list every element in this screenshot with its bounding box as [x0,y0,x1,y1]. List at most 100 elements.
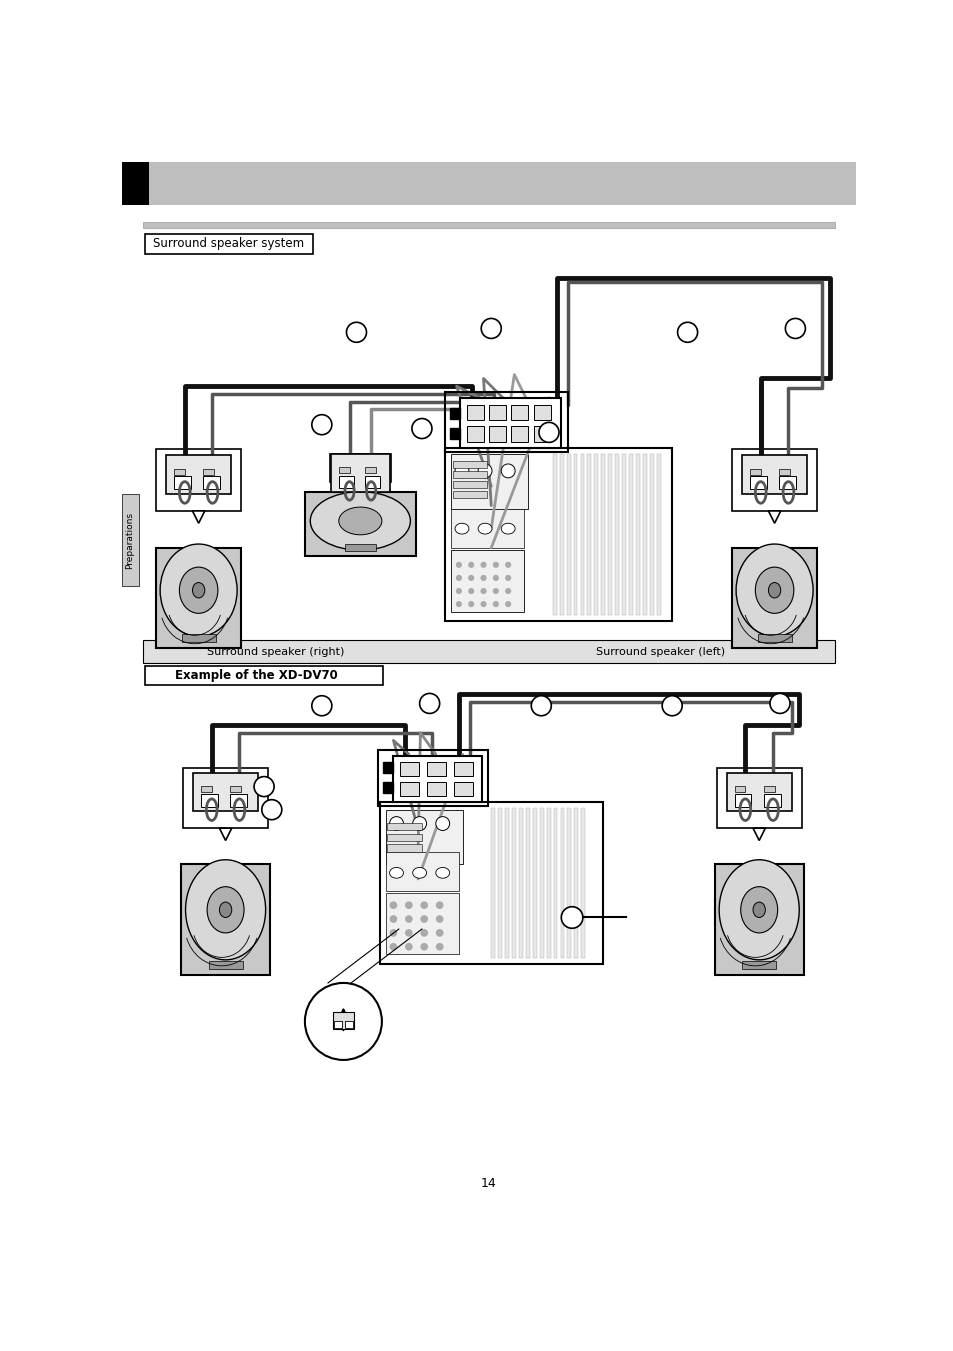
Ellipse shape [346,323,366,342]
Bar [377,750,488,805]
Text: 14: 14 [480,1177,497,1190]
Ellipse shape [504,562,511,567]
Ellipse shape [767,582,780,598]
Bar [333,1012,354,1029]
Ellipse shape [468,588,474,594]
Bar [121,494,138,586]
Bar [334,1020,341,1028]
Ellipse shape [493,588,498,594]
Bar [567,808,571,958]
Ellipse shape [389,915,396,923]
Bar [518,808,522,958]
Bar [636,454,639,615]
Ellipse shape [493,562,498,567]
Bar [201,794,217,807]
Ellipse shape [480,574,486,581]
Ellipse shape [719,859,799,959]
Bar [749,469,760,474]
Ellipse shape [477,523,492,534]
Bar [426,762,445,775]
Bar [166,455,231,494]
Bar [203,477,220,489]
Ellipse shape [477,463,492,478]
Bar [121,162,149,205]
Bar [574,808,578,958]
Bar [741,962,776,969]
Bar [453,782,473,796]
Bar [385,893,458,954]
Bar [230,786,241,792]
Bar [449,428,460,439]
Ellipse shape [436,929,443,936]
Ellipse shape [312,415,332,435]
Bar [230,794,247,807]
Ellipse shape [436,901,443,909]
Bar [143,222,834,228]
Ellipse shape [480,562,486,567]
Text: Surround speaker (right): Surround speaker (right) [207,647,344,657]
Bar [615,454,618,615]
Bar [716,769,801,828]
Bar [559,454,563,615]
Bar [451,454,528,509]
Bar [451,550,524,612]
Bar [387,834,421,842]
Polygon shape [752,828,764,840]
Bar [553,808,557,958]
Ellipse shape [389,901,396,909]
Ellipse shape [480,588,486,594]
Ellipse shape [185,859,265,959]
Bar [649,454,653,615]
Bar [449,408,460,419]
Bar [460,397,560,447]
Bar [525,808,529,958]
Ellipse shape [405,901,413,909]
Bar [488,405,505,420]
Ellipse shape [456,574,461,581]
Ellipse shape [413,816,426,831]
Ellipse shape [420,915,428,923]
Bar [587,454,591,615]
Ellipse shape [338,507,381,535]
Ellipse shape [179,567,217,613]
Bar [345,1020,353,1028]
Bar [331,454,389,493]
Bar [143,640,834,663]
Ellipse shape [253,777,274,797]
Bar [426,782,445,796]
Bar [734,794,751,807]
Ellipse shape [405,915,413,923]
Bar [533,405,550,420]
Bar [512,808,516,958]
Bar [552,454,557,615]
Bar [741,455,806,494]
Ellipse shape [736,544,812,636]
Ellipse shape [405,929,413,936]
Bar [466,426,483,442]
Ellipse shape [740,886,777,934]
Bar [466,405,483,420]
Ellipse shape [456,588,461,594]
Bar [444,447,672,621]
Bar [393,755,481,802]
Polygon shape [219,828,232,840]
Bar [387,844,421,852]
Bar [121,162,856,205]
Bar [181,634,215,642]
Bar [533,426,550,442]
Bar [533,808,537,958]
Bar [763,786,774,792]
Bar [594,454,598,615]
Ellipse shape [468,574,474,581]
Bar [338,467,349,473]
Bar [732,549,816,648]
Bar [600,454,604,615]
Ellipse shape [677,323,697,342]
Ellipse shape [219,902,232,917]
Ellipse shape [531,696,551,716]
Bar [145,666,383,685]
Bar [156,549,241,648]
Bar [763,794,780,807]
Ellipse shape [500,463,515,478]
Ellipse shape [207,886,244,934]
